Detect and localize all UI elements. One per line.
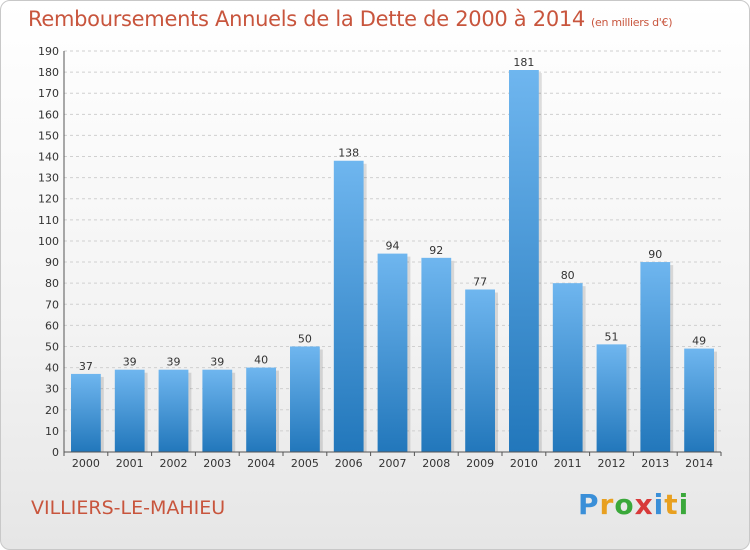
logo-letter: x — [634, 488, 654, 521]
y-tick-label: 120 — [38, 193, 59, 206]
bar-2014[interactable] — [684, 348, 714, 452]
chart-title-text: Remboursements Annuels de la Dette de 20… — [28, 7, 585, 31]
y-tick-label: 170 — [38, 87, 59, 100]
bar-2004[interactable] — [246, 367, 276, 452]
unit-note: (en milliers d'€) — [591, 16, 673, 29]
data-label: 77 — [473, 275, 487, 288]
data-label: 49 — [692, 335, 706, 348]
y-tick-label: 80 — [45, 277, 59, 290]
data-label: 40 — [254, 354, 268, 367]
logo-letter: i — [653, 488, 665, 521]
data-label: 39 — [123, 356, 137, 369]
logo-letter: o — [614, 488, 635, 521]
y-tick-label: 10 — [45, 425, 59, 438]
y-tick-label: 160 — [38, 108, 59, 121]
bar-2010[interactable] — [509, 69, 539, 452]
chart-title: Remboursements Annuels de la Dette de 20… — [28, 7, 672, 31]
y-tick-label: 40 — [45, 362, 59, 375]
bar-2001[interactable] — [114, 369, 145, 452]
bar-2002[interactable] — [158, 369, 189, 452]
bar-2007[interactable] — [377, 253, 408, 452]
bar-2005[interactable] — [290, 346, 320, 452]
logo-letter: t — [664, 488, 679, 521]
y-tick-label: 110 — [38, 214, 59, 227]
bar-2011[interactable] — [552, 283, 583, 452]
y-tick-label: 0 — [52, 446, 59, 459]
logo-letter: i — [678, 488, 690, 521]
logo-letter: P — [578, 488, 600, 521]
data-label: 39 — [167, 356, 181, 369]
x-tick-label: 2011 — [554, 457, 582, 470]
y-tick-label: 180 — [38, 66, 59, 79]
data-label: 39 — [210, 356, 224, 369]
x-tick-label: 2006 — [335, 457, 363, 470]
x-tick-label: 2010 — [510, 457, 538, 470]
bar-2013[interactable] — [640, 262, 671, 452]
x-tick-label: 2008 — [422, 457, 450, 470]
data-label: 92 — [429, 244, 443, 257]
logo-letter: r — [599, 488, 615, 521]
data-label: 94 — [386, 240, 400, 253]
bar-2008[interactable] — [421, 257, 452, 452]
x-tick-label: 2005 — [291, 457, 319, 470]
y-tick-label: 60 — [45, 319, 59, 332]
bar-2006[interactable] — [333, 160, 364, 452]
bar-2003[interactable] — [202, 369, 233, 452]
y-tick-label: 20 — [45, 404, 59, 417]
data-label: 181 — [513, 56, 534, 69]
data-label: 50 — [298, 332, 312, 345]
x-tick-label: 2009 — [466, 457, 494, 470]
commune-name: VILLIERS-LE-MAHIEU — [31, 497, 226, 519]
x-tick-label: 2014 — [685, 457, 713, 470]
bars: 37 39 39 39 40 50 138 94 92 77 181 80 51 90 49 — [71, 56, 717, 452]
data-label: 90 — [648, 248, 662, 261]
y-tick-label: 150 — [38, 129, 59, 142]
y-tick-label: 90 — [45, 256, 59, 269]
x-tick-label: 2007 — [379, 457, 407, 470]
x-tick-label: 2004 — [247, 457, 275, 470]
axes: 0 10 20 30 40 50 60 70 80 90 100 110 120 130 140 150 160… — [38, 45, 722, 470]
y-tick-label: 50 — [45, 340, 59, 353]
y-tick-label: 190 — [38, 45, 59, 58]
x-tick-label: 2013 — [641, 457, 669, 470]
bar-2000[interactable] — [71, 373, 101, 452]
bar-2012[interactable] — [596, 344, 627, 452]
x-tick-label: 2003 — [203, 457, 231, 470]
y-tick-label: 30 — [45, 383, 59, 396]
x-tick-label: 2012 — [598, 457, 626, 470]
x-tick-label: 2000 — [72, 457, 100, 470]
data-label: 138 — [338, 147, 359, 160]
y-tick-label: 140 — [38, 151, 59, 164]
y-tick-label: 130 — [38, 172, 59, 185]
y-tick-label: 100 — [38, 235, 59, 248]
data-label: 37 — [79, 360, 93, 373]
bar-chart: 37 39 39 39 40 50 138 94 92 77 181 80 51 90 49 0 10 20 30… — [38, 45, 722, 470]
x-tick-label: 2002 — [160, 457, 188, 470]
y-tick-label: 70 — [45, 298, 59, 311]
proxiti-logo[interactable]: Proxiti — [578, 488, 689, 521]
x-tick-label: 2001 — [116, 457, 144, 470]
bar-2009[interactable] — [465, 289, 495, 452]
data-label: 51 — [605, 330, 619, 343]
data-label: 80 — [561, 269, 575, 282]
